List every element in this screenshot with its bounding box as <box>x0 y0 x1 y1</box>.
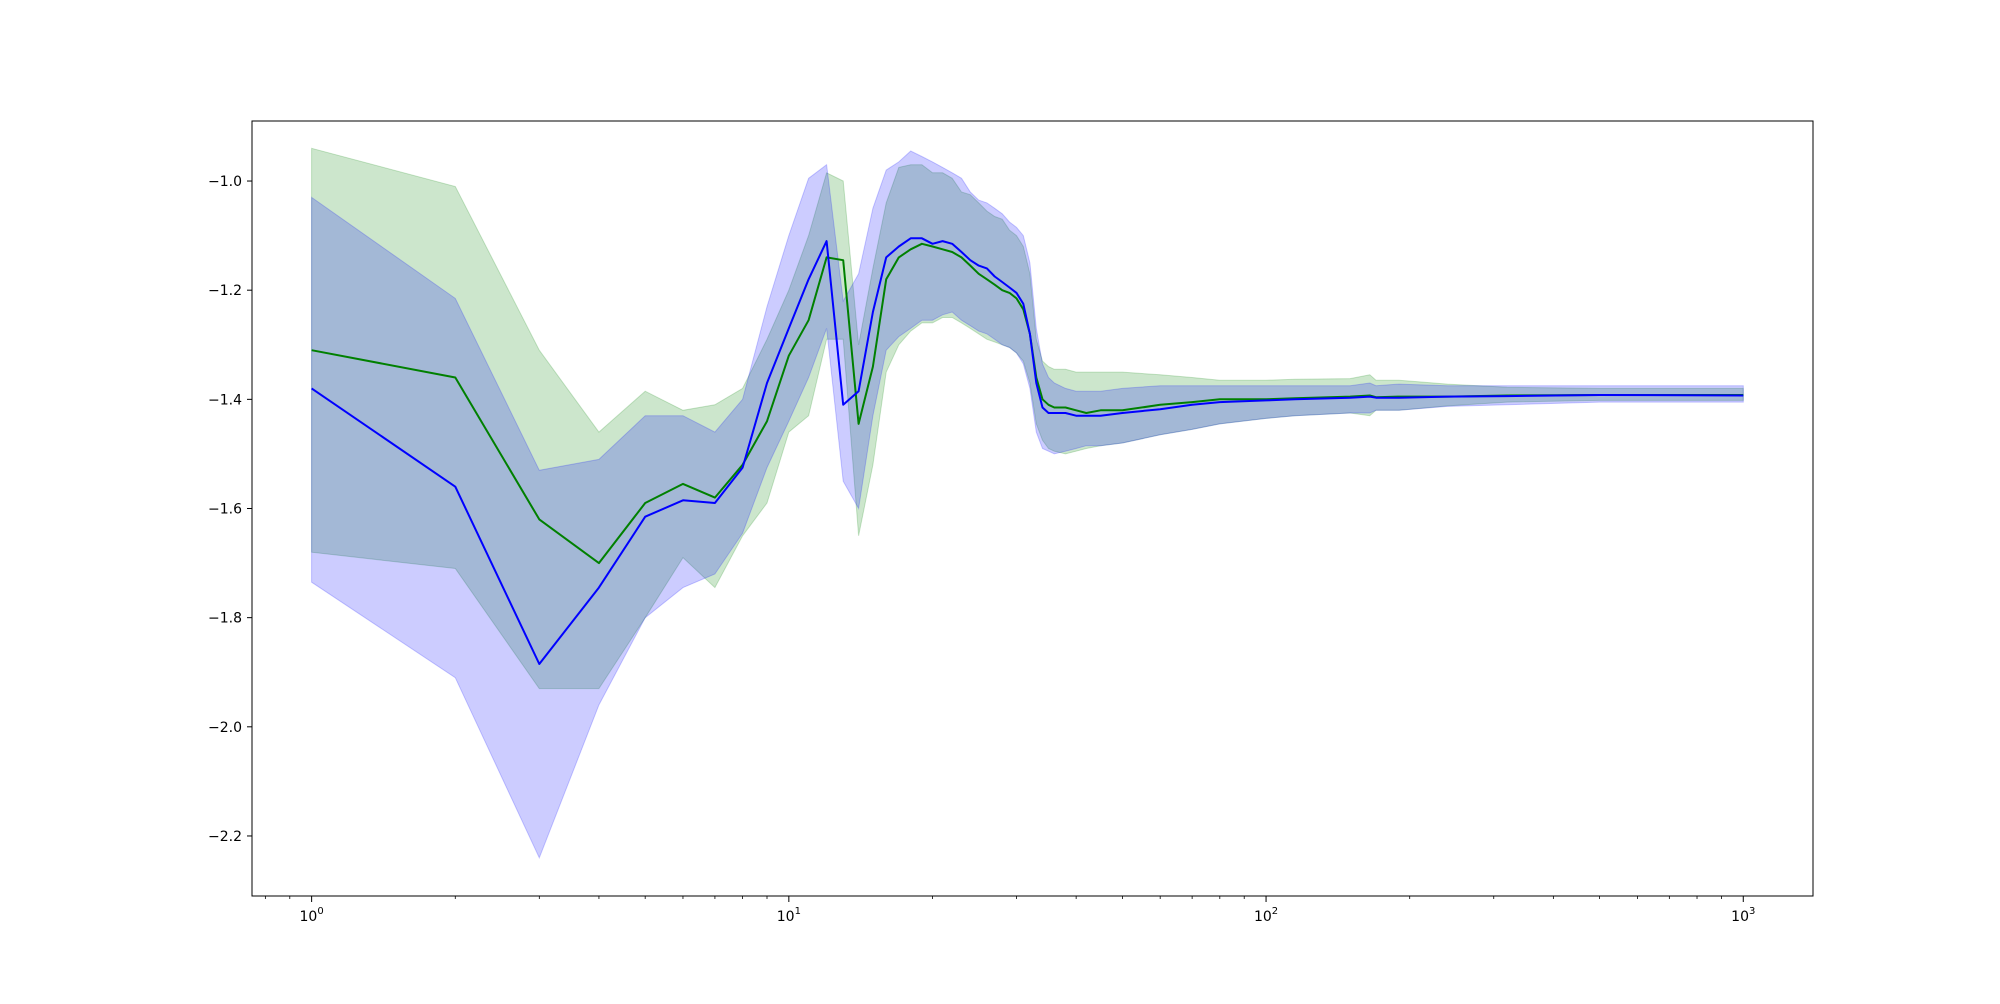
x-tick-label: 101 <box>777 906 801 925</box>
y-tick-label: −2.0 <box>208 720 242 736</box>
y-tick-label: −1.0 <box>208 174 242 190</box>
y-tick-label: −2.2 <box>208 829 242 845</box>
x-tick-label: 102 <box>1254 906 1278 925</box>
y-tick-label: −1.4 <box>208 392 242 408</box>
confidence-bands <box>311 147 1744 860</box>
series-1-line <box>311 237 1744 665</box>
y-tick-label: −1.6 <box>208 502 242 518</box>
series-0-band <box>311 147 1744 690</box>
y-tick-label: −1.2 <box>208 283 242 299</box>
x-tick-label: 103 <box>1731 906 1755 925</box>
series-1-band <box>311 150 1744 860</box>
axes: −1.0 −1.2 −1.4 −1.6 −1.8 −2.0 −2.2 100 101 102 103 <box>208 120 1814 925</box>
x-tick-label: 100 <box>300 906 324 925</box>
y-tick-label: −1.8 <box>208 611 242 627</box>
series-0-line <box>311 242 1744 565</box>
series-lines <box>311 237 1744 665</box>
